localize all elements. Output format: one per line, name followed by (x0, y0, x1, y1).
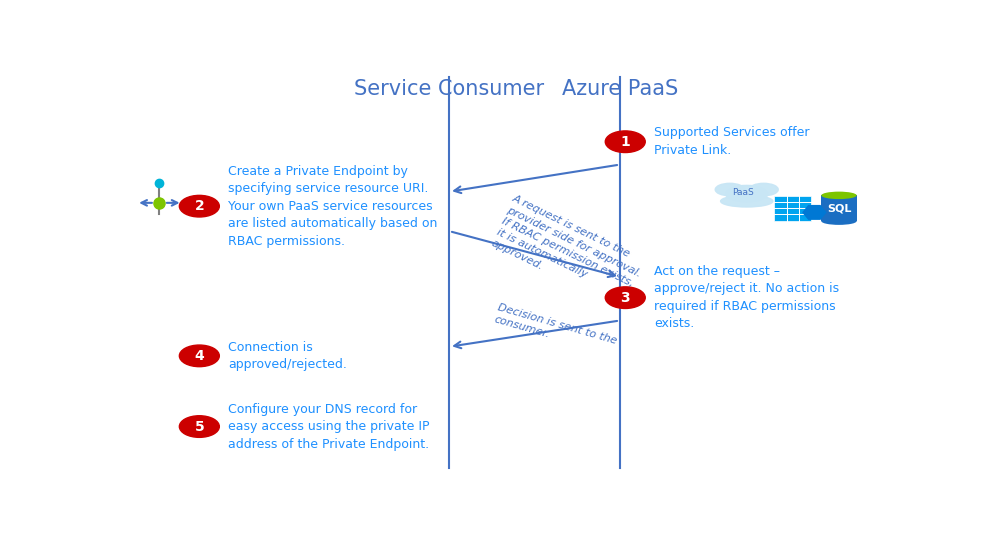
Text: Decision is sent to the
consumer.: Decision is sent to the consumer. (493, 302, 618, 358)
FancyBboxPatch shape (821, 195, 857, 221)
Text: 5: 5 (194, 420, 204, 434)
Ellipse shape (720, 195, 773, 207)
Text: Connection is
approved/rejected.: Connection is approved/rejected. (228, 341, 346, 371)
Text: Supported Services offer
Private Link.: Supported Services offer Private Link. (655, 126, 810, 157)
Ellipse shape (821, 218, 857, 225)
Text: Azure PaaS: Azure PaaS (561, 79, 678, 99)
Text: SQL: SQL (826, 203, 851, 213)
Text: PaaS: PaaS (732, 188, 754, 197)
Ellipse shape (749, 183, 779, 196)
Text: 3: 3 (620, 291, 630, 305)
Ellipse shape (715, 183, 744, 196)
Text: Configure your DNS record for
easy access using the private IP
address of the Pr: Configure your DNS record for easy acces… (228, 402, 430, 450)
Text: 4: 4 (194, 349, 204, 363)
Text: 1: 1 (620, 134, 630, 149)
Text: Create a Private Endpoint by
specifying service resource URI.
Your own PaaS serv: Create a Private Endpoint by specifying … (228, 165, 437, 248)
FancyBboxPatch shape (775, 196, 811, 221)
Ellipse shape (821, 192, 857, 199)
Text: Service Consumer: Service Consumer (354, 79, 545, 99)
Ellipse shape (725, 185, 768, 202)
Circle shape (605, 131, 645, 152)
Text: A request is sent to the
provider side for approval.
If RBAC permission exists,
: A request is sent to the provider side f… (489, 193, 649, 312)
Circle shape (180, 345, 219, 367)
Text: Act on the request –
approve/reject it. No action is
required if RBAC permission: Act on the request – approve/reject it. … (655, 265, 839, 330)
Circle shape (605, 287, 645, 308)
Text: 2: 2 (194, 199, 204, 213)
Polygon shape (803, 205, 826, 220)
Circle shape (180, 416, 219, 437)
Circle shape (180, 195, 219, 217)
